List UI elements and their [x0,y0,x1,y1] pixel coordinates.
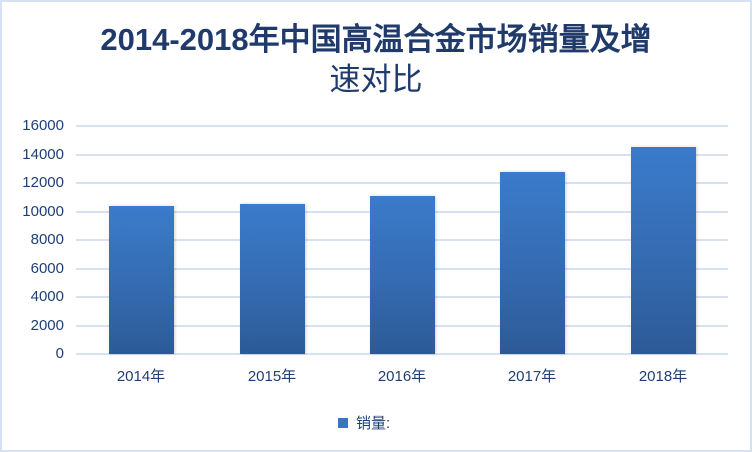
gridline [76,182,728,184]
y-tick-label: 12000 [22,174,64,191]
x-tick-label: 2015年 [247,368,297,385]
legend: 销量: [338,412,390,433]
y-tick-label: 14000 [22,145,64,163]
y-tick-label: 0 [55,345,64,362]
bar-2015年 [239,204,305,354]
chart-title-line-2: 速对比 [329,62,423,97]
x-tick-label: 2014年 [116,368,166,385]
chart-title: 2014-2018年中国高温合金市场销量及增 速对比 [0,20,752,100]
x-tick-label: 2017年 [507,368,557,385]
legend-label: 销量: [356,415,391,432]
bar-2016年 [369,195,435,354]
gridline [76,353,728,355]
bar-2014年 [108,205,174,354]
chart-title-line-1: 2014-2018年中国高温合金市场销量及增 [100,22,652,57]
x-tick-label: 2018年 [638,368,688,385]
bar-2018年 [630,147,696,354]
y-tick-label: 10000 [22,202,64,220]
x-tick-label: 2016年 [377,368,427,385]
y-tick-label: 6000 [30,259,64,277]
y-tick-label: 4000 [30,288,64,305]
bar-2017年 [499,171,565,354]
y-tick-label: 16000 [22,117,64,134]
y-tick-label: 2000 [30,316,64,334]
gridline [76,153,728,156]
legend-swatch-icon [338,417,348,428]
gridline [76,125,728,127]
y-tick-label: 8000 [30,231,64,248]
